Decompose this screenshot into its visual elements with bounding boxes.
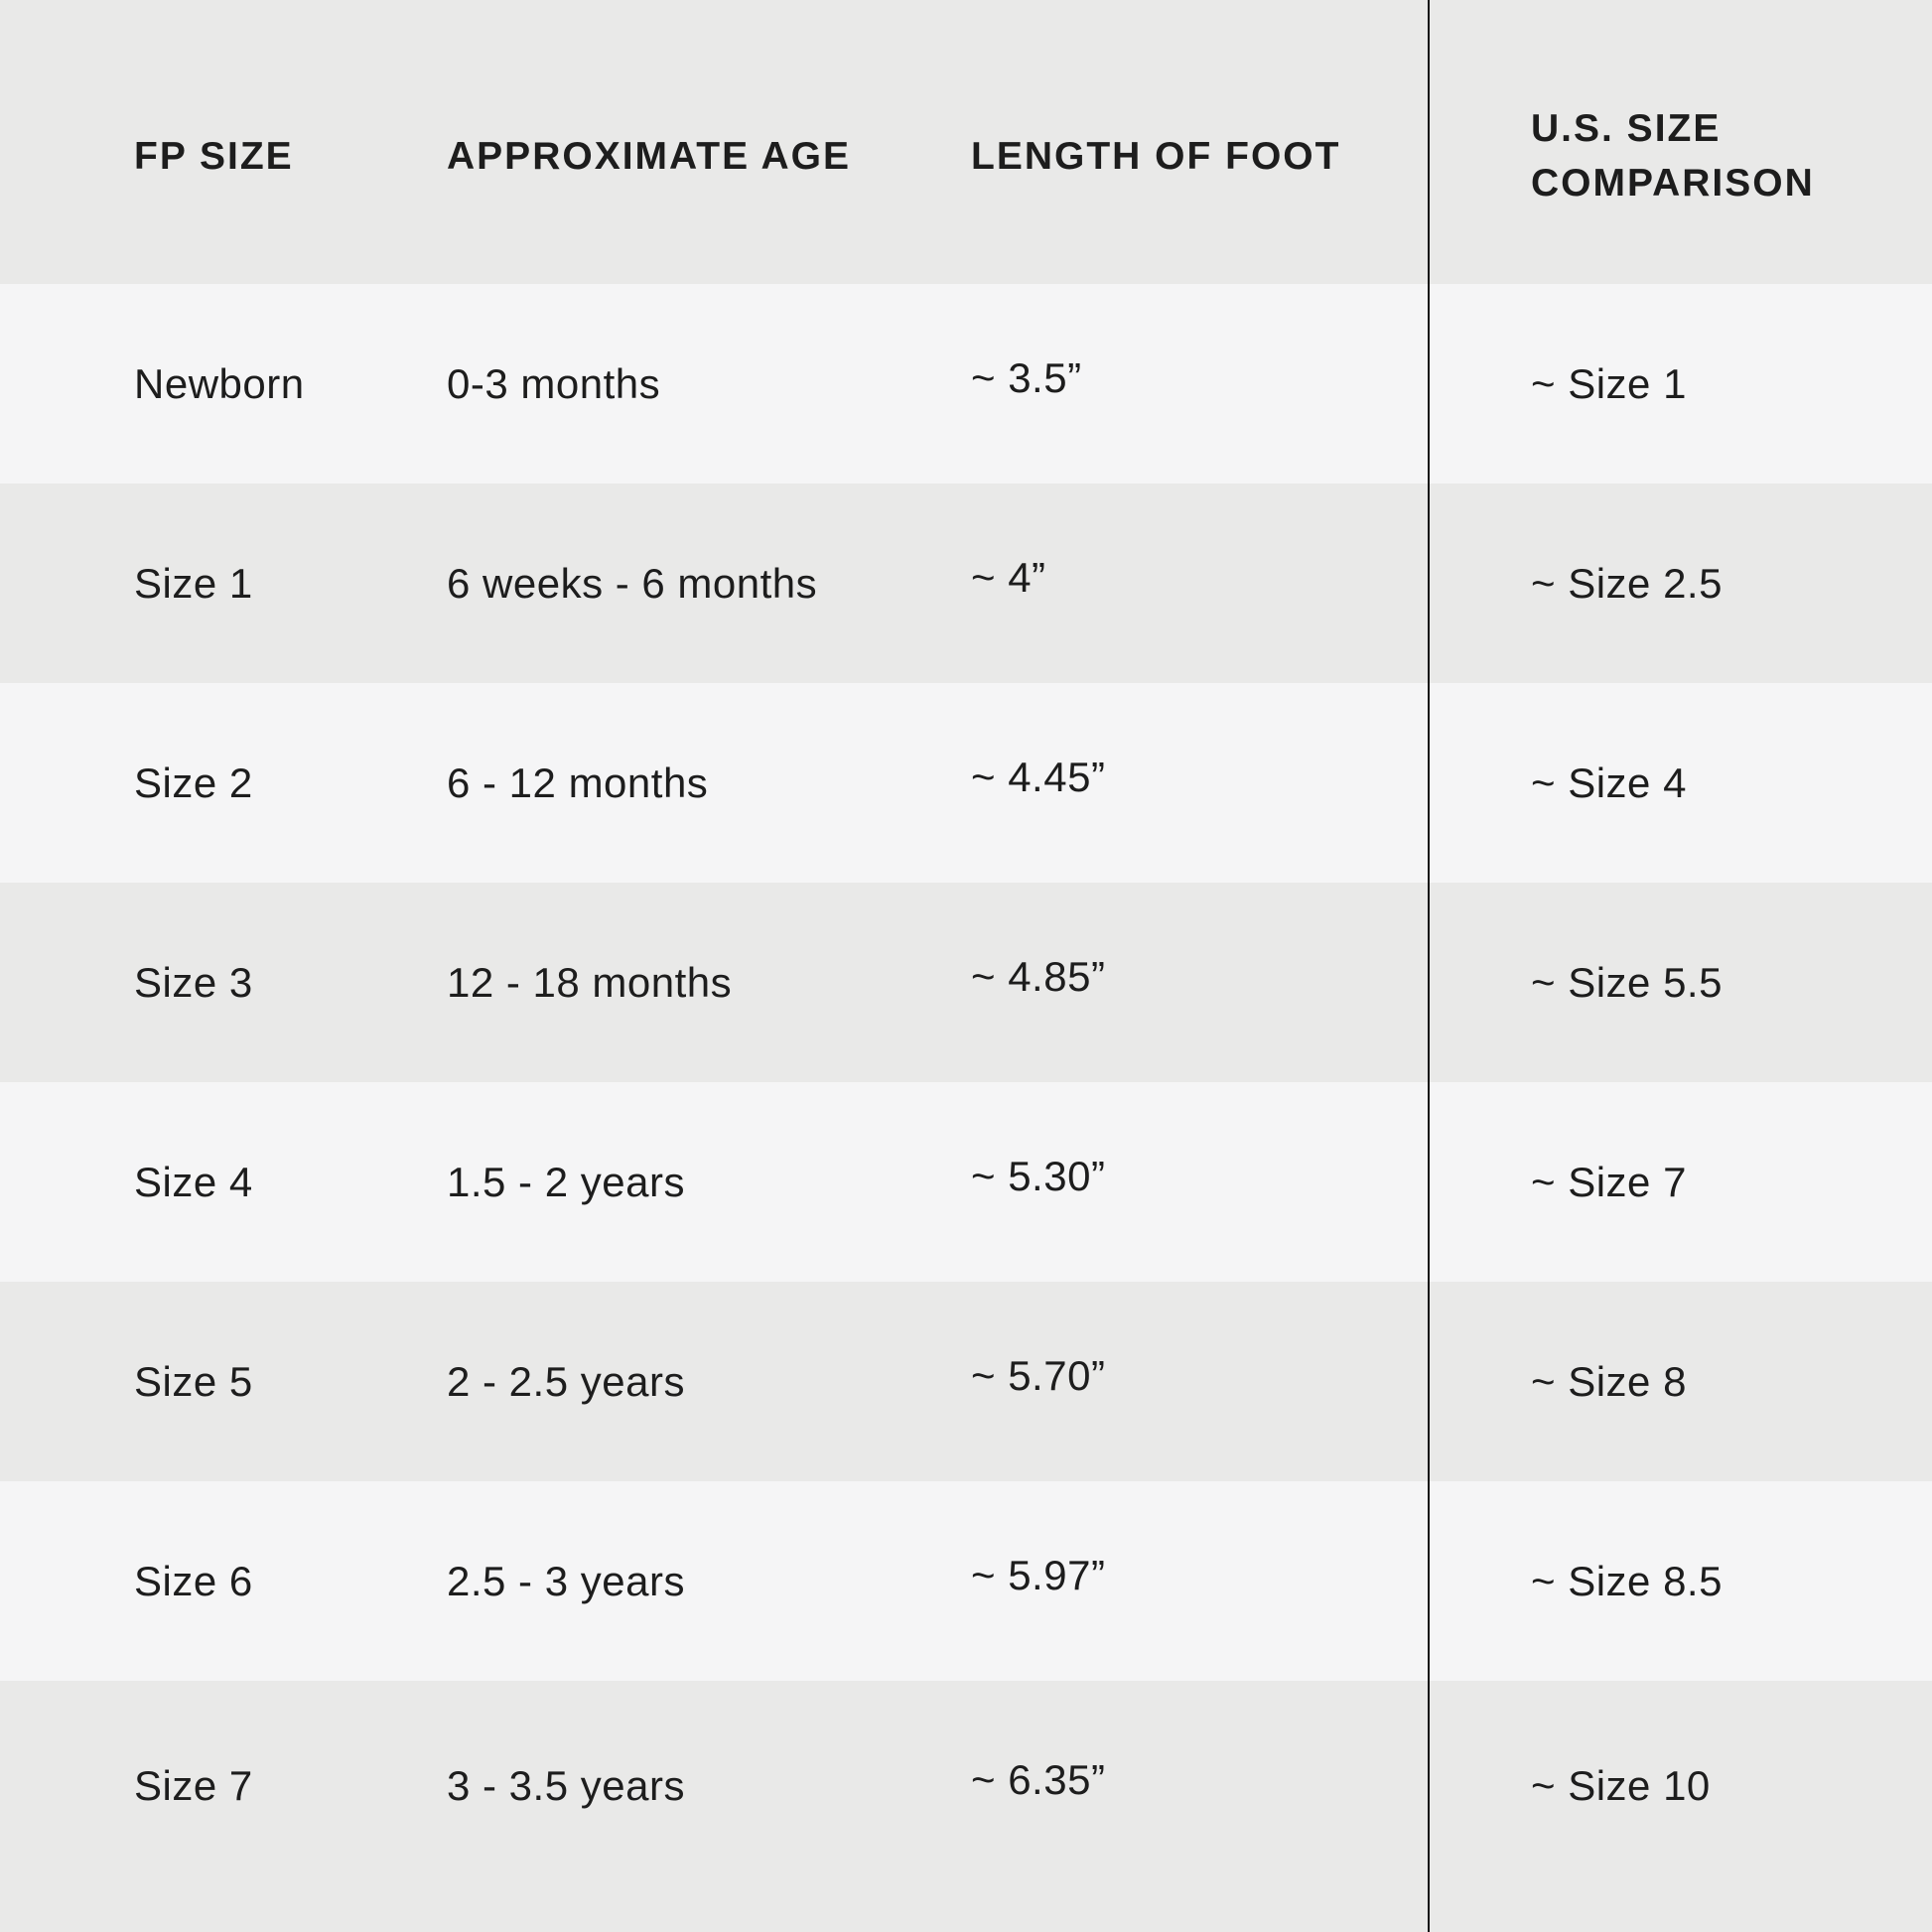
cell-age: 3 - 3.5 years [447,1761,685,1809]
column-header-label: U.S. SIZE COMPARISON [1531,107,1815,205]
cell-age: 2.5 - 3 years [447,1557,685,1604]
table-row: Size 3 12 - 18 months ~ 4.85” ~ Size 5.5 [0,883,1932,1082]
column-header-approximate-age: APPROXIMATE AGE [447,0,971,284]
table-row: Newborn 0-3 months ~ 3.5” ~ Size 1 [0,284,1932,483]
cell-age: 2 - 2.5 years [447,1357,685,1405]
column-header-us-size-comparison: U.S. SIZE COMPARISON [1429,0,1932,284]
cell-length: ~ 6.35” [971,1755,1106,1803]
column-header-label: APPROXIMATE AGE [447,134,852,178]
cell-us-size: ~ Size 8.5 [1531,1557,1723,1604]
cell-us-size: ~ Size 4 [1531,759,1687,806]
table-row: Size 6 2.5 - 3 years ~ 5.97” ~ Size 8.5 [0,1481,1932,1681]
cell-age: 0-3 months [447,359,661,407]
cell-age: 6 - 12 months [447,759,709,806]
table-row: Size 1 6 weeks - 6 months ~ 4” ~ Size 2.… [0,483,1932,683]
cell-us-size: ~ Size 7 [1531,1158,1687,1205]
cell-fp-size: Size 1 [134,559,253,607]
cell-length: ~ 5.97” [971,1551,1106,1598]
cell-length: ~ 5.30” [971,1152,1106,1199]
column-divider-line [1428,0,1430,1932]
cell-us-size: ~ Size 10 [1531,1761,1711,1809]
column-header-label: FP SIZE [134,134,294,178]
cell-age: 12 - 18 months [447,958,733,1006]
cell-us-size: ~ Size 1 [1531,359,1687,407]
cell-length: ~ 4.45” [971,753,1106,800]
table-row: Size 5 2 - 2.5 years ~ 5.70” ~ Size 8 [0,1282,1932,1481]
cell-length: ~ 3.5” [971,353,1082,401]
cell-fp-size: Size 3 [134,958,253,1006]
column-header-fp-size: FP SIZE [0,0,447,284]
cell-length: ~ 4.85” [971,952,1106,1000]
cell-us-size: ~ Size 5.5 [1531,958,1723,1006]
column-header-length-of-foot: LENGTH OF FOOT [971,0,1429,284]
cell-length: ~ 5.70” [971,1351,1106,1399]
cell-us-size: ~ Size 2.5 [1531,559,1723,607]
table-row: Size 7 3 - 3.5 years ~ 6.35” ~ Size 10 [0,1681,1932,1932]
cell-fp-size: Size 6 [134,1557,253,1604]
cell-length: ~ 4” [971,553,1046,601]
cell-us-size: ~ Size 8 [1531,1357,1687,1405]
cell-age: 1.5 - 2 years [447,1158,685,1205]
cell-fp-size: Size 5 [134,1357,253,1405]
column-header-label: LENGTH OF FOOT [971,134,1341,178]
cell-fp-size: Size 7 [134,1761,253,1809]
table-row: Size 2 6 - 12 months ~ 4.45” ~ Size 4 [0,683,1932,883]
cell-fp-size: Size 4 [134,1158,253,1205]
cell-fp-size: Size 2 [134,759,253,806]
cell-age: 6 weeks - 6 months [447,559,818,607]
cell-fp-size: Newborn [134,359,305,407]
table-row: Size 4 1.5 - 2 years ~ 5.30” ~ Size 7 [0,1082,1932,1282]
header-row: FP SIZE APPROXIMATE AGE LENGTH OF FOOT U… [0,0,1932,284]
